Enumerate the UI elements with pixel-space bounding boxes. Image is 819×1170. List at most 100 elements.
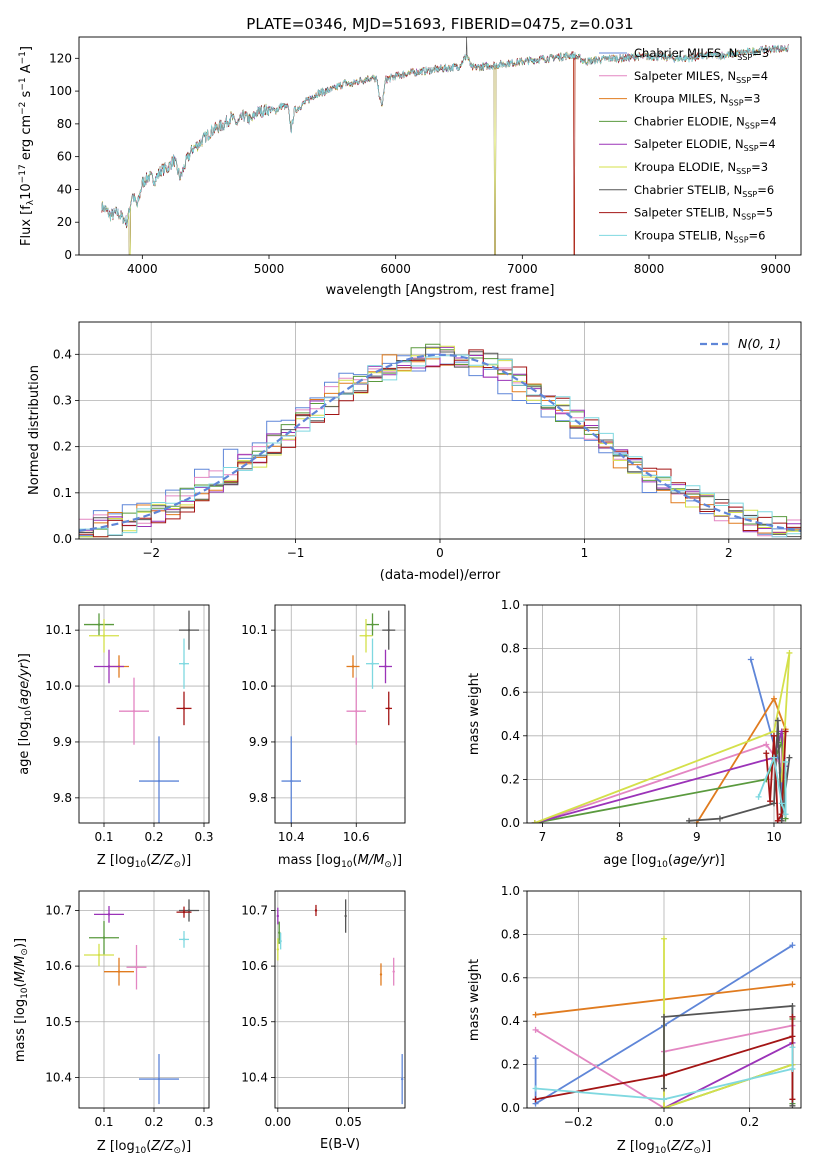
x-axis-label: E(B-V) — [320, 1137, 360, 1152]
x-tick-label: 0.3 — [194, 1115, 213, 1129]
axes-frame — [274, 890, 406, 1109]
data-point — [157, 1077, 161, 1081]
y-tick-label: 10.6 — [241, 959, 268, 973]
x-tick-label: 0.2 — [740, 1115, 759, 1129]
weight-marker — [763, 750, 770, 757]
weight-marker — [532, 1055, 539, 1062]
y-tick-label: 0.6 — [501, 685, 520, 699]
x-tick-label: 9000 — [760, 262, 791, 276]
x-tick-label: −0.2 — [564, 1115, 593, 1129]
y-tick-label: 10.4 — [241, 1070, 268, 1084]
y-tick-label: 0.0 — [501, 1101, 520, 1115]
weight-marker — [531, 820, 538, 823]
weight-series-9 — [535, 1047, 794, 1101]
weight-marker — [532, 1011, 539, 1018]
axes-frame — [78, 890, 210, 1109]
weight-marker — [789, 1044, 796, 1051]
legend-label: Salpeter STELIB, NSSP=5 — [634, 206, 773, 222]
y-tick-label: 1.0 — [501, 884, 520, 898]
x-tick-label: 7000 — [507, 262, 538, 276]
y-tick-label: 10.1 — [45, 623, 72, 637]
y-tick-label: 10.0 — [45, 679, 72, 693]
weight-marker — [770, 732, 777, 739]
y-tick-label: 10.4 — [45, 1070, 72, 1084]
weight-marker — [782, 728, 789, 735]
plot-area — [79, 343, 801, 539]
data-point — [344, 914, 347, 918]
data-point — [97, 953, 101, 957]
y-tick-label: 1.0 — [501, 598, 520, 612]
y-axis-label: mass [log10(M/M⊙)] — [13, 938, 30, 1062]
y-tick-label: 0.2 — [53, 440, 72, 454]
weight-marker — [661, 1096, 667, 1103]
data-point — [314, 909, 318, 912]
plot-area — [84, 610, 199, 823]
x-axis-label: mass [log10(M/M⊙)] — [278, 853, 402, 870]
x-tick-label: 0.0 — [654, 1115, 673, 1129]
panel-age_vs_Z: 0.1 0.2 0.3 9.8 9.9 10.0 10.1 Z [log10(Z/Z⊙)] ag… — [17, 604, 214, 870]
data-point — [102, 936, 106, 939]
plot-area — [281, 610, 396, 823]
y-tick-label: 0.2 — [501, 1058, 520, 1072]
x-tick-label: 10.4 — [278, 830, 305, 844]
x-tick-label: 6000 — [380, 262, 411, 276]
y-tick-label: 0.2 — [501, 772, 520, 786]
data-point — [355, 710, 358, 713]
weight-marker — [661, 1013, 667, 1020]
y-tick-label: 10.7 — [45, 903, 72, 917]
data-point — [351, 665, 355, 668]
y-tick-label: 10.1 — [241, 623, 268, 637]
x-tick-label: 2 — [725, 546, 733, 560]
panel-mass_vs_ebv: 0.00 0.05 10.4 10.5 10.6 10.7 E(B-V) — [241, 890, 406, 1152]
weight-series-1 — [534, 944, 793, 1106]
data-point — [157, 779, 161, 783]
weight-marker — [532, 1096, 539, 1103]
weight-series-2 — [534, 740, 783, 823]
x-axis-label: Z [log10(Z/Z⊙)] — [617, 1139, 711, 1156]
weight-marker — [661, 1072, 667, 1079]
y-tick-label: 80 — [57, 117, 72, 131]
y-tick-label: 9.8 — [53, 791, 72, 805]
data-point — [278, 931, 281, 934]
data-point — [132, 710, 136, 713]
weight-marker — [789, 981, 796, 988]
legend-label: Salpeter MILES, NSSP=4 — [634, 69, 768, 85]
y-tick-label: 0.0 — [501, 816, 520, 830]
data-point — [384, 665, 387, 668]
plot-area — [532, 935, 796, 1108]
y-tick-label: 0.4 — [501, 1014, 520, 1028]
weight-series-6 — [534, 652, 791, 823]
axes-frame — [526, 604, 802, 824]
data-point — [279, 939, 282, 943]
weight-marker — [786, 649, 793, 656]
weight-marker — [716, 815, 723, 822]
histogram-series-8 — [79, 349, 801, 539]
x-axis-label: (data-model)/error — [380, 568, 501, 583]
y-tick-label: 9.9 — [249, 735, 268, 749]
figure-title: PLATE=0346, MJD=51693, FIBERID=0475, z=0… — [246, 15, 633, 33]
weight-marker — [770, 754, 777, 761]
weight-marker — [789, 1013, 796, 1020]
legend-label: N(0, 1) — [738, 336, 781, 351]
x-axis-label: Z [log10(Z/Z⊙)] — [97, 853, 191, 870]
plot-area — [276, 899, 404, 1105]
weight-marker — [770, 695, 777, 702]
weight-marker — [789, 1003, 796, 1010]
y-tick-label: 60 — [57, 150, 72, 164]
y-axis-label: mass weight — [467, 673, 482, 755]
weight-marker — [789, 1096, 796, 1103]
panel-mass_weight_vs_age: 7 8 9 10 0.0 0.2 0.4 0.6 0.8 1.0 age [log10(age/yr… — [467, 598, 802, 870]
legend-label: Chabrier ELODIE, NSSP=4 — [634, 114, 777, 130]
y-axis-label: Flux [fλ10−17 erg cm−2 s−1 A−1] — [18, 46, 36, 246]
y-axis-label: age [log10(age/yr)] — [17, 653, 34, 775]
y-axis-label: Normed distribution — [27, 365, 42, 495]
x-axis-label: wavelength [Angstrom, rest frame] — [326, 283, 555, 298]
data-point — [379, 973, 383, 976]
weight-marker — [789, 942, 796, 949]
axes-frame — [78, 36, 802, 256]
legend-label: Salpeter ELODIE, NSSP=4 — [634, 137, 776, 153]
x-tick-label: 8000 — [634, 262, 665, 276]
y-tick-label: 0.1 — [53, 486, 72, 500]
data-point — [182, 662, 186, 665]
